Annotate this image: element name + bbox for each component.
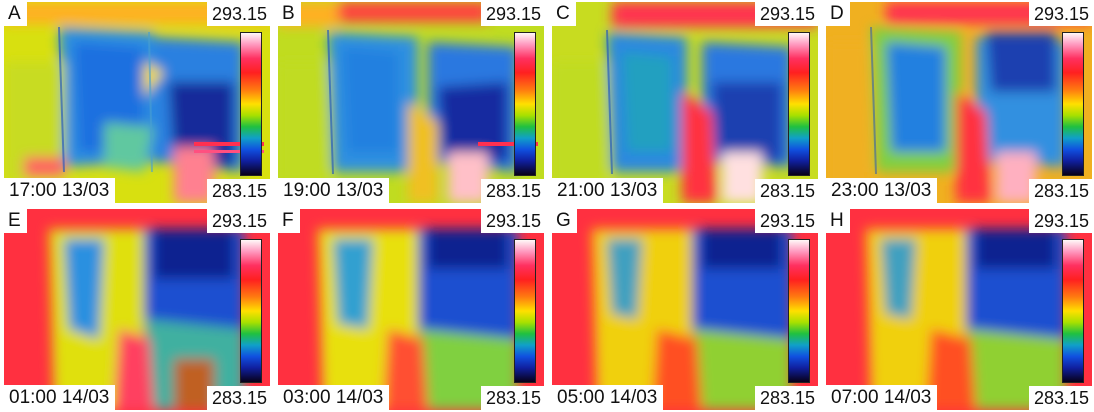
colorbar-b [514,32,536,176]
timestamp-f: 03:00 14/03 [278,385,390,410]
timestamp-a: 17:00 13/03 [4,178,116,203]
timestamp-h: 07:00 14/03 [826,385,938,410]
max-temperature-label-c: 293.15 [754,2,818,26]
min-temperature-label-g: 283.15 [754,386,818,410]
max-temperature-label-e: 293.15 [206,209,270,233]
thermal-image-b [278,2,544,203]
panel-letter-h: H [826,209,850,233]
thermal-image-e [4,209,270,410]
thermal-image-f [278,209,544,410]
thermal-image-c [552,2,818,203]
min-temperature-label-d: 283.15 [1028,179,1092,203]
thermal-image-d [826,2,1092,203]
min-temperature-label-e: 283.15 [206,386,270,410]
panel-letter-c: C [552,2,576,26]
panel-letter-d: D [826,2,850,26]
timestamp-d: 23:00 13/03 [826,178,938,203]
timestamp-b: 19:00 13/03 [278,178,390,203]
thermal-panel-c: C 293.15 21:00 13/03 283.15 [552,2,818,203]
max-temperature-label-h: 293.15 [1028,209,1092,233]
panel-letter-g: G [552,209,577,233]
panel-letter-a: A [4,2,27,26]
panel-letter-f: F [278,209,300,233]
thermal-panel-g: G 293.15 05:00 14/03 283.15 [552,209,818,410]
thermal-image-h [826,209,1092,410]
colorbar-g [788,239,810,383]
colorbar-f [514,239,536,383]
thermal-panel-f: F 293.15 03:00 14/03 283.15 [278,209,544,410]
panel-letter-e: E [4,209,27,233]
max-temperature-label-f: 293.15 [480,209,544,233]
max-temperature-label-g: 293.15 [754,209,818,233]
min-temperature-label-b: 283.15 [480,179,544,203]
min-temperature-label-a: 283.15 [206,179,270,203]
min-temperature-label-h: 283.15 [1028,386,1092,410]
thermal-panel-e: E 293.15 01:00 14/03 283.15 [4,209,270,410]
panel-letter-b: B [278,2,301,26]
thermal-panel-a: A 293.15 17:00 13/03 283.15 [4,2,270,203]
timestamp-c: 21:00 13/03 [552,178,664,203]
min-temperature-label-f: 283.15 [480,386,544,410]
thermal-panel-h: H 293.15 07:00 14/03 283.15 [826,209,1092,410]
colorbar-d [1062,32,1084,176]
timestamp-g: 05:00 14/03 [552,385,664,410]
thermal-panel-d: D 293.15 23:00 13/03 283.15 [826,2,1092,203]
colorbar-e [240,239,262,383]
colorbar-h [1062,239,1084,383]
thermal-image-a [4,2,270,203]
max-temperature-label-b: 293.15 [480,2,544,26]
min-temperature-label-c: 283.15 [754,179,818,203]
thermal-image-g [552,209,818,410]
colorbar-c [788,32,810,176]
colorbar-a [240,32,262,176]
timestamp-e: 01:00 14/03 [4,385,116,410]
thermal-panel-b: B 293.15 19:00 13/03 283.15 [278,2,544,203]
max-temperature-label-a: 293.15 [206,2,270,26]
max-temperature-label-d: 293.15 [1028,2,1092,26]
